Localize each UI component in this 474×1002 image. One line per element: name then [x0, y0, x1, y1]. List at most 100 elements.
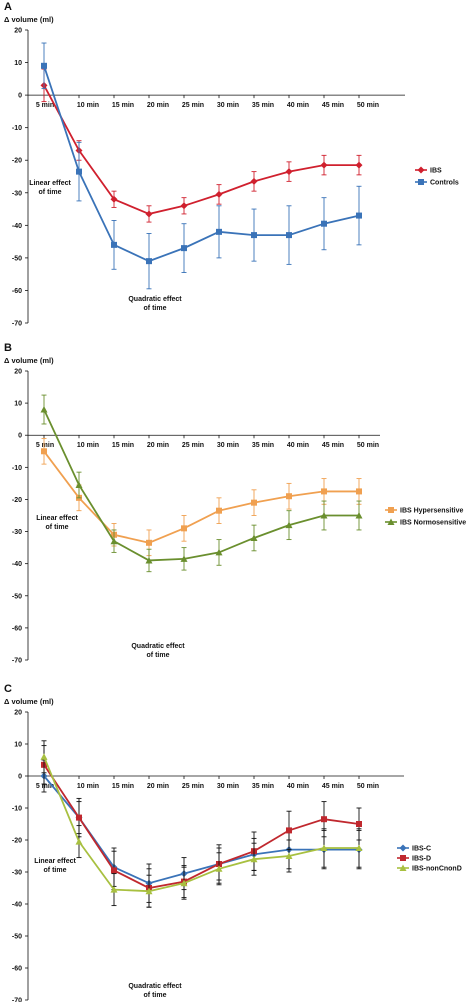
y-tick-label: -10 — [12, 806, 22, 813]
data-point — [75, 481, 83, 488]
annotation-line: of time — [46, 524, 69, 531]
x-tick-label: 35 min — [252, 442, 274, 449]
y-axis-title: Δ volume (ml) — [4, 356, 54, 365]
data-point — [251, 232, 257, 239]
data-point — [321, 816, 327, 823]
x-tick-label: 35 min — [252, 102, 274, 109]
data-point — [181, 525, 187, 532]
annotation-line: Linear effect — [34, 858, 76, 865]
annotation-line: Linear effect — [36, 515, 78, 522]
chart-panel-c: C Δ volume (ml) 20 10 0 -10 -20 -30 -40 -50 -60 -70… — [4, 683, 462, 1002]
y-tick-label: -40 — [12, 561, 22, 568]
chart-panels: A Δ volume (ml) 20 10 0 -10 -20 -30 -40 -50 -60 -70… — [4, 1, 466, 1002]
panel-label: B — [4, 342, 12, 354]
data-point — [180, 202, 188, 210]
data-point — [251, 499, 257, 506]
data-point — [40, 753, 48, 760]
data-point — [355, 512, 363, 519]
data-point — [216, 507, 222, 514]
y-tick-label: 0 — [18, 774, 22, 781]
y-tick-label: -30 — [12, 870, 22, 877]
data-point — [110, 195, 118, 203]
x-tick-label: 15 min — [112, 783, 134, 790]
legend-swatch-marker — [388, 507, 394, 513]
data-point — [286, 232, 292, 239]
x-tick-label: 20 min — [147, 783, 169, 790]
data-point — [215, 865, 223, 872]
data-point — [145, 210, 153, 218]
y-tick-label: -60 — [12, 288, 22, 295]
y-tick-label: 10 — [14, 742, 22, 749]
x-tick-label: 15 min — [112, 442, 134, 449]
data-point — [145, 556, 153, 564]
data-point — [215, 548, 223, 556]
data-point — [146, 258, 152, 265]
series-ibs-hypersensitive — [41, 437, 362, 557]
y-tick-label: -50 — [12, 593, 22, 600]
data-point — [41, 448, 47, 455]
y-tick-label: 20 — [14, 28, 22, 35]
x-tick-label: 40 min — [287, 102, 309, 109]
series-line — [43, 450, 359, 544]
data-point — [110, 537, 118, 545]
y-tick-label: -40 — [12, 902, 22, 909]
legend-swatch-marker — [418, 179, 424, 185]
series-ibs-normosensitive — [40, 394, 363, 573]
legend-swatch-marker — [387, 518, 395, 525]
legend-label: IBS Normosensitive — [400, 520, 466, 527]
y-tick-label: -20 — [12, 158, 22, 165]
annotation-line: Quadratic effect — [131, 643, 185, 650]
x-tick-label: 45 min — [322, 783, 344, 790]
legend-label: Controls — [430, 180, 459, 187]
x-tick-label: 30 min — [217, 783, 239, 790]
x-tick-label: 10 min — [77, 442, 99, 449]
series-line — [43, 764, 360, 889]
data-point — [286, 493, 292, 500]
y-tick-label: 10 — [14, 60, 22, 67]
data-point — [216, 228, 222, 235]
annotation-line: of time — [144, 305, 167, 312]
y-tick-label: -60 — [12, 966, 22, 973]
data-point — [286, 827, 292, 834]
y-tick-label: -30 — [12, 529, 22, 536]
x-tick-label: 30 min — [217, 102, 239, 109]
x-tick-label: 50 min — [357, 442, 379, 449]
series-line — [43, 756, 359, 893]
x-tick-label: 40 min — [287, 442, 309, 449]
panel-label: C — [4, 683, 12, 695]
x-tick-label: 5 min — [36, 442, 54, 449]
data-point — [320, 844, 328, 851]
data-point — [250, 534, 258, 541]
y-tick-label: 20 — [14, 369, 22, 376]
data-point — [215, 190, 223, 198]
data-point — [356, 821, 362, 827]
y-tick-label: -10 — [12, 465, 22, 472]
legend-label: IBS-nonCnonD — [412, 866, 462, 873]
annotation-line: of time — [147, 652, 170, 659]
data-point — [355, 844, 363, 851]
data-point — [250, 855, 258, 863]
x-tick-label: 30 min — [217, 442, 239, 449]
data-point — [180, 555, 188, 562]
series-line — [43, 409, 359, 562]
legend-swatch-marker — [399, 844, 407, 852]
x-tick-label: 25 min — [182, 102, 204, 109]
series-line — [43, 65, 360, 263]
y-axis-title: Δ volume (ml) — [4, 697, 54, 706]
x-tick-label: 10 min — [77, 783, 99, 790]
data-point — [75, 838, 83, 845]
y-tick-label: -20 — [12, 838, 22, 845]
data-point — [285, 168, 293, 176]
legend-label: IBS — [430, 168, 442, 175]
series-line — [43, 775, 359, 885]
y-tick-label: 0 — [18, 433, 22, 440]
y-tick-label: -60 — [12, 625, 22, 632]
y-axis-title: Δ volume (ml) — [4, 15, 54, 24]
data-point — [356, 488, 362, 495]
x-tick-label: 5 min — [36, 102, 54, 109]
panel-label: A — [4, 1, 12, 13]
legend-label: IBS-C — [412, 846, 431, 853]
y-tick-label: -50 — [12, 934, 22, 941]
series-ibs — [40, 68, 363, 223]
data-point — [320, 512, 328, 519]
